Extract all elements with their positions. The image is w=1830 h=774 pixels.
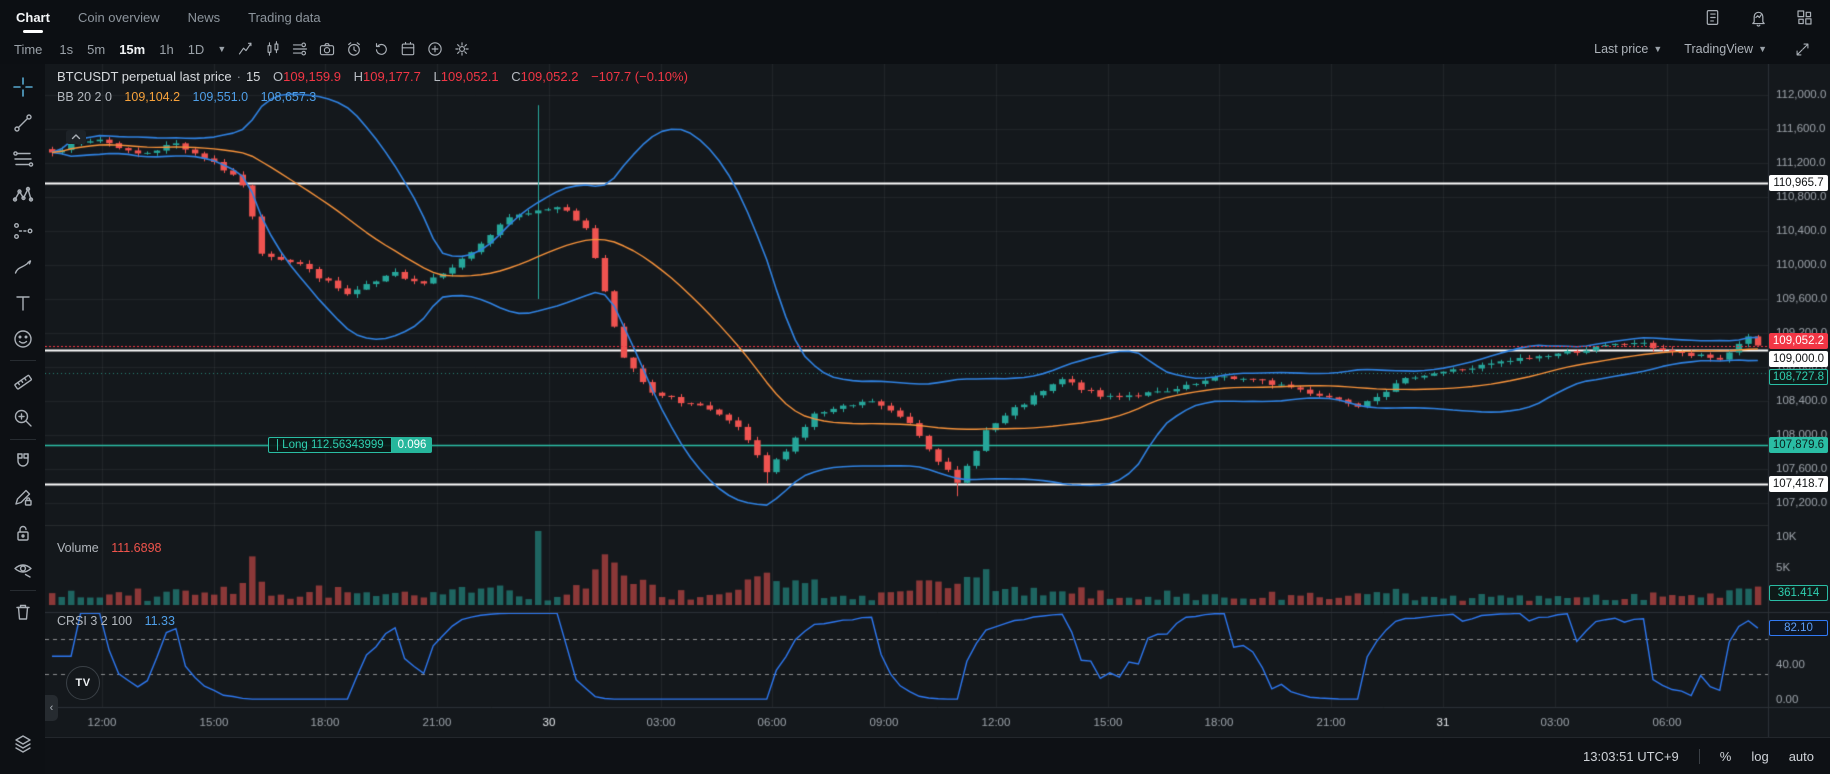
position-line-badge[interactable]: 107,879.6 [1769,437,1828,453]
crsi-value-badge: 82.10 [1769,620,1828,636]
camera-icon[interactable] [313,37,340,61]
open-value: 109,159.9 [283,69,342,84]
lock-drawings-icon[interactable] [0,515,45,551]
panel-collapse-icon[interactable]: ‹ [45,695,58,721]
fib-retracement-icon[interactable] [0,141,45,177]
last-price-dropdown[interactable]: Last price ▼ [1594,42,1663,56]
divider [9,590,36,591]
percent-scale-button[interactable]: % [1719,748,1732,764]
long-position-qty: 0.096 [391,437,433,453]
top-nav-bar: Chart Coin overview News Trading data [0,0,1830,34]
crosshair-icon[interactable] [0,69,45,105]
tab-news[interactable]: News [187,9,221,25]
interval-1d[interactable]: 1D [187,41,205,57]
text-icon[interactable] [0,285,45,321]
nav-tabs: Chart Coin overview News Trading data [16,0,321,34]
long-position-text: | Long 112.56343999 [268,437,392,453]
emoji-icon[interactable] [0,321,45,357]
chart-toolbar: Time 1s 5m 15m 1h 1D ▼ [0,34,1830,64]
settings-gear-icon[interactable] [448,37,475,61]
layout-grid-icon[interactable] [1794,7,1814,27]
volume-legend[interactable]: Volume 111.6898 [57,541,162,555]
interval-dropdown-icon[interactable]: ▼ [217,44,227,54]
add-icon[interactable] [421,37,448,61]
display-settings-icon[interactable] [286,37,313,61]
tradingview-logo[interactable]: TV [66,666,100,700]
drawing-toolbar [0,64,45,774]
legend-collapse-icon[interactable] [66,130,86,144]
remove-drawings-icon[interactable] [0,594,45,630]
bb-basis-value: 109,104.2 [124,90,181,104]
divider [1698,748,1700,764]
crsi-value: 11.33 [144,614,175,628]
alert-line-badge[interactable]: 108,727.8 [1769,369,1828,385]
tab-coin-overview[interactable]: Coin overview [77,9,160,25]
hide-drawings-icon[interactable] [0,551,45,587]
white-line-badge[interactable]: 110,965.7 [1769,175,1828,191]
divider [9,360,36,361]
zoom-in-icon[interactable] [0,400,45,436]
white-line-badge[interactable]: 107,418.7 [1769,476,1828,492]
high-value: 109,177.7 [363,69,421,84]
xabcd-pattern-icon[interactable] [0,177,45,213]
chart-canvas[interactable] [45,64,1830,737]
divider [9,439,36,440]
bb-lower-value: 108,657.3 [260,90,317,104]
volume-value: 111.6898 [111,541,162,555]
current-price-badge[interactable]: 109,052.2 [1769,333,1828,349]
alert-bell-icon[interactable] [1748,7,1768,27]
bb-upper-value: 109,551.0 [192,90,249,104]
status-bar: 13:03:51 UTC+9 % log auto [45,737,1830,774]
interval-group: Time 1s 5m 15m 1h 1D ▼ [0,37,475,61]
volume-value-badge: 361.414 [1769,585,1828,601]
white-line-badge[interactable]: 109,000.0 [1769,351,1828,367]
tab-chart[interactable]: Chart [16,0,50,34]
tradingview-dropdown[interactable]: TradingView ▼ [1684,42,1767,56]
indicators-icon[interactable] [232,37,259,61]
interval-5m[interactable]: 5m [87,41,106,57]
calendar-icon[interactable] [394,37,421,61]
low-value: 109,052.1 [440,69,499,84]
log-scale-button[interactable]: log [1751,748,1769,764]
interval-1h[interactable]: 1h [159,41,174,57]
long-position-label[interactable]: | Long 112.56343999 0.096 [268,437,433,453]
clock[interactable]: 13:03:51 UTC+9 [1583,748,1679,764]
auto-scale-button[interactable]: auto [1788,748,1814,764]
toolbar-right: Last price ▼ TradingView ▼ [1594,37,1830,61]
close-value: 109,052.2 [520,69,579,84]
symbol-title: BTCUSDT perpetual last price [57,69,232,84]
symbol-legend[interactable]: BTCUSDT perpetual last price · 15 O109,159… [57,69,688,84]
object-tree-icon[interactable] [0,726,45,762]
time-label: Time [14,41,43,57]
fullscreen-icon[interactable] [1789,37,1816,61]
forecast-icon[interactable] [0,213,45,249]
alarm-icon[interactable] [340,37,367,61]
replay-icon[interactable] [367,37,394,61]
brush-icon[interactable] [0,249,45,285]
chevron-down-icon: ▼ [1653,44,1663,54]
bb-legend[interactable]: BB 20 2 0 109,104.2 109,551.0 108,657.3 [57,90,317,104]
interval-1s[interactable]: 1s [59,41,74,57]
orderbook-icon[interactable] [1702,7,1722,27]
crsi-legend[interactable]: CRSI 3 2 100 11.33 [57,614,175,628]
change-value: −107.7 (−0.10%) [591,69,688,84]
magnet-icon[interactable] [0,443,45,479]
interval-15m[interactable]: 15m [119,41,146,57]
tab-trading-data[interactable]: Trading data [248,9,321,25]
candles-icon[interactable] [259,37,286,61]
trend-line-icon[interactable] [0,105,45,141]
chevron-down-icon: ▼ [1758,44,1767,54]
legend-interval: 15 [245,69,261,84]
topbar-right-icons [1702,7,1814,27]
ruler-icon[interactable] [0,364,45,400]
stay-in-drawing-mode-icon[interactable] [0,479,45,515]
